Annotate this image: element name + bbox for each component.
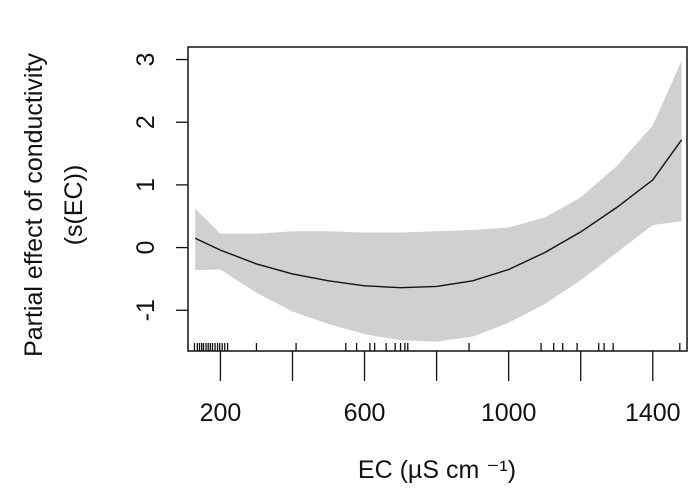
y-tick-label: 3 (132, 53, 160, 67)
plot-area (193, 60, 683, 351)
x-axis: 200 600 1000 1400 (200, 351, 681, 427)
x-tick-label: 1400 (625, 399, 681, 427)
x-tick-label: 1000 (481, 399, 537, 427)
y-axis-title-line1: Partial effect of conductivity (20, 53, 48, 357)
fitted-smooth-line (194, 139, 683, 289)
x-tick-label: 600 (344, 399, 386, 427)
y-tick-label: 0 (132, 241, 160, 255)
confidence-band (195, 60, 682, 342)
y-tick-label: 2 (132, 115, 160, 129)
y-axis-title-line2: (s(EC)) (60, 165, 88, 246)
x-tick-label: 200 (200, 399, 242, 427)
y-tick-label: -1 (132, 299, 160, 321)
y-tick-label: 1 (132, 178, 160, 192)
x-axis-title: EC (µS cm ⁻¹) (358, 456, 516, 484)
plot-frame (187, 46, 688, 352)
y-axis: -1 0 1 2 3 (132, 53, 188, 321)
